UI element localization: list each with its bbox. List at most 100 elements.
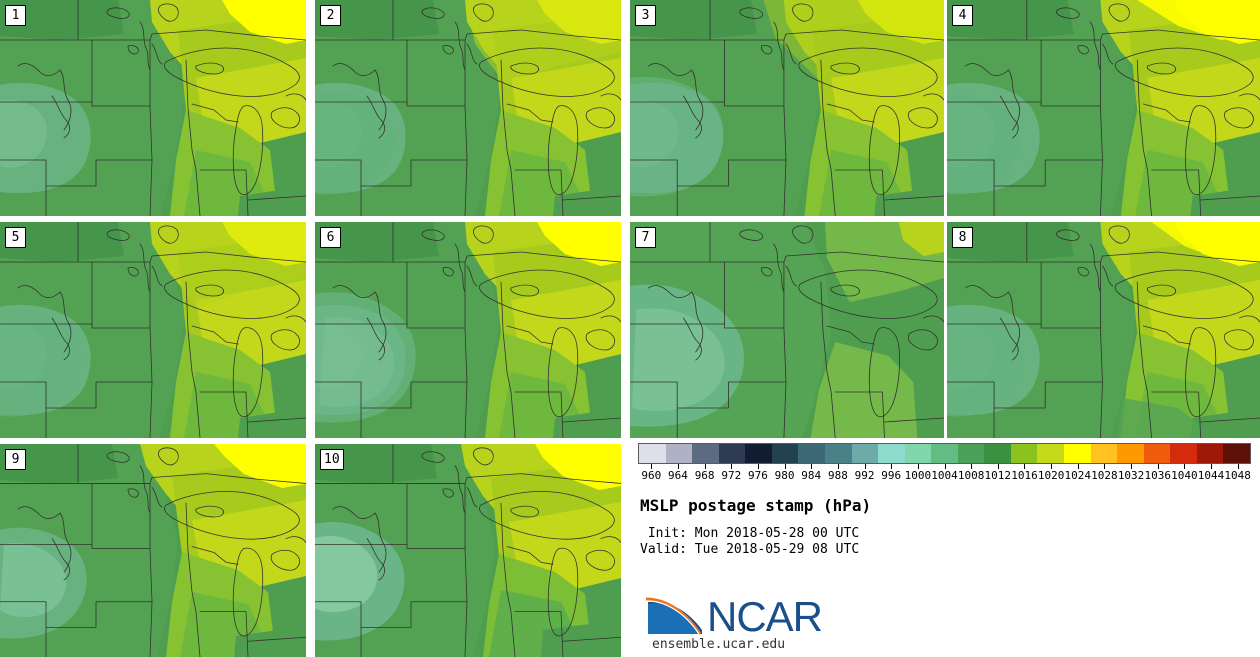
colorbar-tick [837,464,839,469]
colorbar-swatch [931,444,958,463]
colorbar-swatch [798,444,825,463]
colorbar-tick [1184,464,1186,469]
figure-info-line: Valid: Tue 2018-05-29 08 UTC [640,542,860,557]
colorbar-swatch [1064,444,1091,463]
colorbar-tick [997,464,999,469]
map-canvas [315,222,621,438]
colorbar-swatch [957,444,985,463]
ncar-logo[interactable]: NCAR ensemble.ucar.edu [646,590,823,652]
colorbar-tick-label: 1032 [1117,469,1145,482]
map-canvas [0,222,306,438]
colorbar-tick-label: 1008 [957,469,985,482]
figure-title: MSLP postage stamp (hPa) [640,496,872,515]
colorbar-swatch [824,444,852,463]
colorbar-tick-label: 1044 [1197,469,1225,482]
ncar-wordmark: NCAR [707,593,823,640]
stamp-label: 5 [5,227,26,248]
colorbar-tick-label: 988 [827,469,848,482]
stamp-panel[interactable]: 2 [315,0,621,216]
stamp-panel[interactable]: 7 [630,222,944,438]
colorbar-swatch [1196,444,1224,463]
figure-info-line: Init: Mon 2018-05-28 00 UTC [640,526,860,541]
colorbar-swatch [851,444,879,463]
stamp-label: 2 [320,5,341,26]
colorbar-swatch [1090,444,1118,463]
colorbar-tick [891,464,893,469]
map-canvas [315,0,621,216]
colorbar-swatch [1010,444,1038,463]
stamp-label: 8 [952,227,973,248]
colorbar-swatch [639,444,666,463]
colorbar-tick-label: 1012 [984,469,1012,482]
colorbar-tick-labels: 960 964 968 972 976 980 984 988 992 996 1000 1004 10… [638,469,1251,483]
stamp-panel[interactable]: 4 [947,0,1260,216]
stamp-panel[interactable]: 1 [0,0,306,216]
colorbar-ticks [638,464,1251,469]
colorbar-tick [1077,464,1079,469]
figure-timestamps: Init: Mon 2018-05-28 00 UTC Valid: Tue 20… [640,526,871,558]
stamp-panel[interactable]: 3 [630,0,944,216]
colorbar-swatch [771,444,799,463]
colorbar-tick-label: 1036 [1144,469,1171,482]
colorbar-tick [864,464,866,469]
colorbar-tick-label: 976 [747,469,768,482]
colorbar-tick [1024,464,1026,469]
colorbar-swatch [692,444,719,463]
stamp-panel[interactable]: 8 [947,222,1260,438]
colorbar-tick [784,464,786,469]
colorbar-tick-label: 1016 [1011,469,1038,482]
stamp-label: 7 [635,227,656,248]
colorbar-swatch [1170,444,1197,463]
colorbar-tick-label: 996 [881,469,902,482]
colorbar-swatch [1143,444,1171,463]
colorbar-tick [1237,464,1239,469]
map-canvas [947,222,1260,438]
colorbar-swatch [1037,444,1064,463]
stamp-label: 10 [320,449,344,470]
colorbar-tick [811,464,813,469]
colorbar-tick-label: 1024 [1064,469,1092,482]
stamp-label: 4 [952,5,973,26]
stamp-panel[interactable]: 10 [315,444,621,657]
colorbar: 960 964 968 972 976 980 984 988 992 996 1000 1004 10… [638,443,1251,483]
colorbar-tick-label: 992 [854,469,875,482]
stamp-panel[interactable]: 9 [0,444,306,657]
ncar-logo-mark-icon [646,597,702,635]
colorbar-tick-label: 1048 [1224,469,1251,482]
colorbar-tick-label: 1020 [1037,469,1065,482]
colorbar-tick [757,464,759,469]
stamp-label: 9 [5,449,26,470]
colorbar-swatch [718,444,746,463]
colorbar-tick [704,464,706,469]
colorbar-tick [971,464,973,469]
ncar-url[interactable]: ensemble.ucar.edu [652,637,786,652]
map-canvas [0,444,306,657]
map-canvas [630,222,944,438]
colorbar-tick-label: 1000 [904,469,932,482]
colorbar-swatch [745,444,772,463]
stamp-label: 3 [635,5,656,26]
map-canvas [315,444,621,657]
figure-info: MSLP postage stamp (hPa) Init: Mon 2018-… [640,496,871,558]
colorbar-tick-label: 972 [721,469,742,482]
colorbar-tick-label: 968 [694,469,715,482]
stamp-label: 6 [320,227,341,248]
colorbar-tick [917,464,919,469]
map-canvas [630,0,944,216]
colorbar-swatch [904,444,932,463]
colorbar-tick [1131,464,1133,469]
colorbar-tick [944,464,946,469]
stamp-panel[interactable]: 5 [0,222,306,438]
colorbar-tick [651,464,653,469]
colorbar-swatches [638,443,1251,464]
colorbar-swatch [1117,444,1144,463]
map-canvas [0,0,306,216]
stamp-panel[interactable]: 6 [315,222,621,438]
colorbar-tick [1211,464,1213,469]
colorbar-tick [677,464,679,469]
colorbar-tick-label: 964 [668,469,688,482]
colorbar-tick [1157,464,1159,469]
colorbar-tick-label: 1040 [1171,469,1198,482]
map-canvas [947,0,1260,216]
